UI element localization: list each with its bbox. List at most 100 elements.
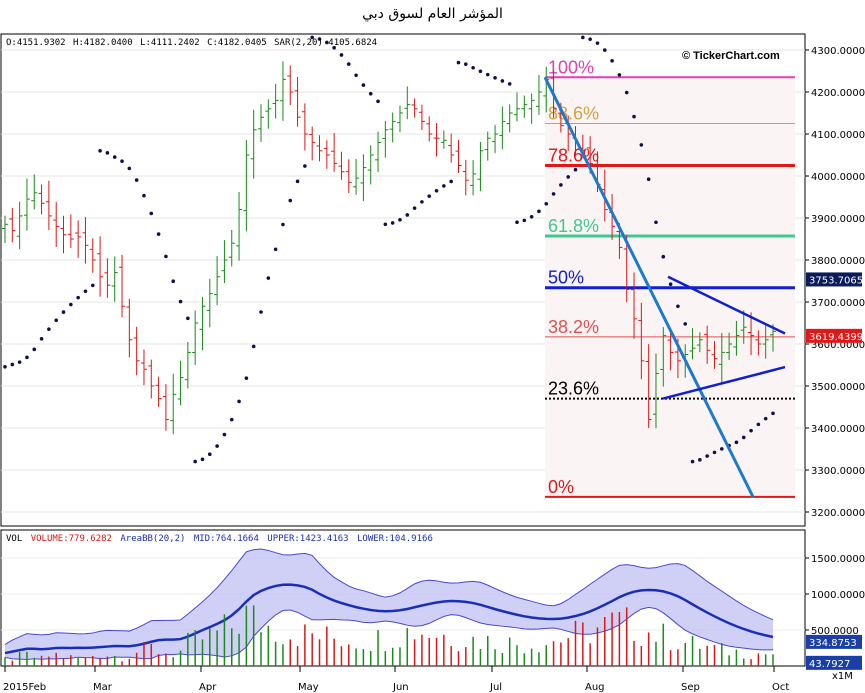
x-tick-label: May	[298, 682, 319, 693]
sar-dot	[712, 450, 717, 455]
sar-dot	[69, 302, 73, 307]
sar-dot	[456, 60, 461, 65]
sar-dot	[98, 149, 102, 153]
sar-dot	[493, 76, 497, 80]
price-tick-label: 3200.0000	[811, 508, 865, 519]
sar-dot	[698, 458, 702, 462]
sar-dot	[522, 218, 527, 223]
x-tick-label: Oct	[772, 682, 789, 693]
sar-dot	[632, 114, 636, 119]
sar-dot	[127, 166, 132, 171]
sar-dot	[39, 337, 44, 341]
sar-dot	[193, 459, 197, 464]
sar-dot	[25, 355, 29, 360]
sar-dot	[427, 194, 432, 198]
sar-dot	[208, 452, 212, 457]
sar-dot	[471, 65, 475, 70]
sar-dot	[332, 45, 336, 50]
price-tick-label: 3300.0000	[811, 466, 865, 477]
sar-dot	[237, 399, 241, 404]
triangle-lower-line	[662, 365, 786, 400]
ohlc-info: O:4151.9302 H:4182.0400 L:4111.2402 C:41…	[6, 38, 377, 48]
sar-dot	[222, 432, 227, 437]
sar-dot	[325, 40, 329, 45]
fib-level-label: 38.2%	[548, 317, 599, 337]
sar-dot	[266, 276, 271, 280]
sar-dot	[186, 316, 190, 321]
sar-dot	[120, 159, 124, 164]
sar-dot	[749, 428, 753, 433]
price-tick-label: 4100.0000	[811, 130, 865, 141]
fib-level-label: 23.6%	[548, 379, 599, 399]
sar-dot	[464, 62, 468, 66]
sar-dot	[573, 167, 578, 172]
triangle-upper-line	[667, 275, 786, 335]
sar-dot	[763, 416, 768, 421]
sar-dot	[485, 72, 490, 77]
sar-dot	[566, 175, 570, 179]
sar-dot	[420, 200, 424, 204]
sar-dot	[83, 289, 88, 294]
sar-dot	[10, 362, 15, 367]
x-tick-label: Sep	[681, 682, 700, 693]
sar-dot	[383, 222, 388, 227]
x-tick-label: Jul	[489, 682, 502, 693]
sar-dot	[683, 322, 688, 326]
downtrend-line	[543, 76, 755, 498]
sar-dot	[661, 254, 666, 259]
vol-tag-box	[806, 655, 862, 670]
sar-dot	[398, 218, 402, 222]
sar-dot	[588, 37, 592, 41]
sar-dot	[317, 37, 322, 41]
fib-level-label: 61.8%	[548, 216, 599, 236]
sar-dot	[156, 232, 161, 236]
sar-dot	[134, 178, 139, 182]
sar-dot	[412, 206, 417, 210]
price-tick-label: 3400.0000	[811, 424, 865, 435]
sar-dot	[200, 457, 205, 462]
sar-dot	[295, 179, 300, 184]
sar-dot	[178, 299, 183, 304]
sar-dot	[690, 459, 695, 464]
sar-dot	[602, 48, 607, 52]
sar-dot	[112, 155, 117, 159]
sar-dot	[676, 304, 680, 309]
fib-level-label: 78.6%	[548, 146, 599, 166]
sar-dot	[346, 62, 351, 66]
sar-dot	[90, 283, 95, 288]
price-tick-label: 4200.0000	[811, 88, 865, 99]
fib-level-label: 100%	[548, 57, 594, 77]
volume-info: VOL VOLUME:779.6282 AreaBB(20,2) MID:764…	[6, 534, 433, 544]
sar-dot	[164, 254, 168, 259]
sar-dot	[251, 344, 256, 349]
price-tick-label: 3600.0000	[811, 340, 865, 351]
bollinger-upper-line	[4, 548, 774, 645]
sar-dot	[273, 247, 278, 252]
sar-dot	[3, 365, 7, 369]
sar-dot	[734, 440, 739, 445]
sar-dot	[442, 184, 446, 188]
sar-dot	[149, 211, 154, 216]
sar-dot	[507, 82, 512, 86]
price-tick-label: 3800.0000	[811, 256, 865, 267]
sar-dot	[171, 279, 176, 284]
sar-dot	[310, 35, 315, 40]
sar-dot	[449, 179, 453, 184]
sar-dot	[259, 310, 263, 314]
sar-dot	[54, 318, 58, 323]
vol-tag-label: 43.7927	[809, 659, 850, 670]
price-tag-label: 3753.7065	[809, 275, 863, 286]
price-tick-label: 3700.0000	[811, 298, 865, 309]
sar-dot	[551, 192, 556, 196]
sar-dot	[624, 90, 629, 95]
sar-dot	[354, 73, 358, 78]
sar-dot	[361, 83, 366, 87]
sar-dot	[741, 435, 746, 440]
sar-dot	[771, 411, 775, 416]
x-tick-label: 2015Feb	[3, 682, 46, 693]
x-tick-label: Aug	[585, 682, 605, 693]
sar-dot	[478, 69, 483, 74]
sar-dot	[281, 222, 285, 227]
sar-dot	[654, 220, 658, 225]
